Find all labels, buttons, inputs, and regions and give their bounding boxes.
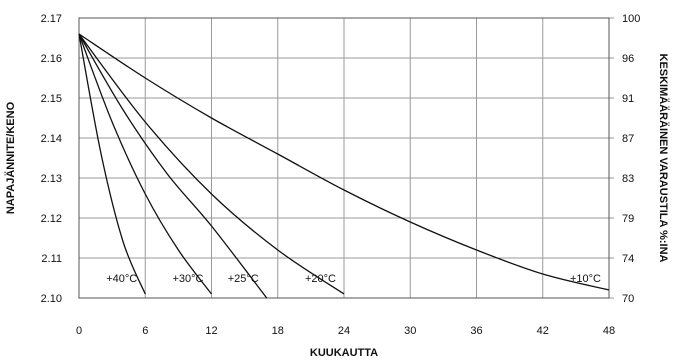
x-tick-label: 18 — [272, 325, 284, 337]
grid — [78, 17, 614, 299]
x-tick-label: 6 — [142, 325, 148, 337]
y2-tick-label: 91 — [622, 93, 634, 105]
series-label: +30°C — [172, 273, 203, 285]
series-label: +25°C — [228, 273, 259, 285]
x-tick-labels: 0 6 12 18 24 30 36 42 48 — [76, 325, 615, 337]
y2-axis-title: KESKIMÄÄRÄINEN VARAUSTILA %:INA — [657, 54, 670, 263]
y-tick-label: 2.16 — [41, 53, 62, 65]
x-tick-label: 30 — [404, 325, 416, 337]
y2-tick-label: 74 — [622, 253, 634, 265]
y-tick-labels: 2.10 2.11 2.12 2.13 2.14 2.15 2.16 2.17 — [41, 13, 62, 305]
x-tick-label: 36 — [470, 325, 482, 337]
x-tick-label: 42 — [537, 325, 549, 337]
series-line-4 — [78, 33, 610, 291]
y-tick-label: 2.17 — [41, 13, 62, 25]
plot-frame — [78, 17, 610, 299]
y2-tick-label: 96 — [622, 53, 634, 65]
y-tick-label: 2.12 — [41, 213, 62, 225]
series-lines — [78, 33, 610, 299]
y2-tick-label: 100 — [622, 13, 640, 25]
y2-tick-label: 87 — [622, 133, 634, 145]
x-axis-title: KUUKAUTTA — [310, 347, 378, 359]
y-tick-label: 2.10 — [41, 293, 62, 305]
series-line-0 — [78, 33, 146, 295]
x-tick-label: 48 — [603, 325, 615, 337]
y-tick-label: 2.14 — [41, 133, 62, 145]
y-tick-label: 2.15 — [41, 93, 62, 105]
series-label: +20°C — [305, 273, 336, 285]
y2-tick-label: 70 — [622, 293, 634, 305]
y-axis-title: NAPAJÄNNITE/KENO — [4, 101, 17, 214]
x-tick-label: 0 — [76, 325, 82, 337]
y-tick-label: 2.11 — [41, 253, 62, 265]
y-tick-label: 2.13 — [41, 173, 62, 185]
series-labels: +40°C +30°C +25°C +20°C +10°C — [106, 273, 601, 285]
series-label: +10°C — [570, 273, 601, 285]
y2-tick-label: 83 — [622, 173, 634, 185]
y2-tick-labels: 70 74 79 83 87 91 96 100 — [622, 13, 640, 305]
series-line-1 — [78, 33, 213, 295]
series-label: +40°C — [106, 273, 137, 285]
x-tick-label: 12 — [205, 325, 217, 337]
y2-tick-label: 79 — [622, 213, 634, 225]
series-line-3 — [78, 33, 345, 295]
x-tick-label: 24 — [338, 325, 350, 337]
series-line-2 — [78, 33, 268, 299]
